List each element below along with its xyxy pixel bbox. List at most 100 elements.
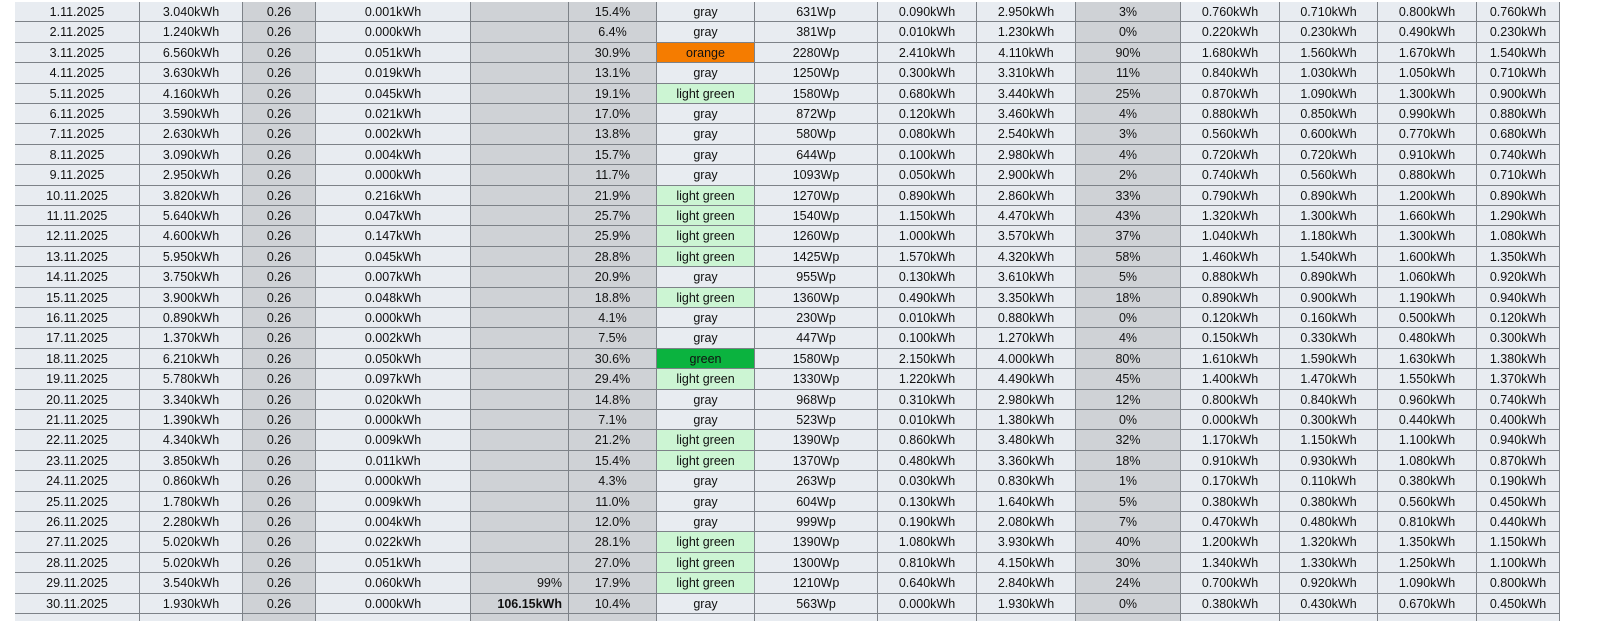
date-cell[interactable]: 9.11.2025 bbox=[15, 165, 140, 186]
cell[interactable]: 2.980kWh bbox=[977, 145, 1076, 165]
cell[interactable]: 3.040kWh bbox=[140, 2, 243, 22]
cell[interactable]: 80% bbox=[1076, 349, 1181, 369]
cell[interactable]: 4.320kWh bbox=[977, 247, 1076, 267]
cell[interactable]: 0.26 bbox=[243, 430, 316, 451]
cell[interactable]: 4.000kWh bbox=[977, 349, 1076, 369]
status-cell[interactable]: gray bbox=[657, 63, 755, 84]
cell[interactable]: 1.540kWh bbox=[1280, 247, 1378, 267]
cell[interactable]: 3.480kWh bbox=[977, 430, 1076, 451]
cell[interactable]: 3.460kWh bbox=[977, 104, 1076, 124]
cell[interactable]: 1.200kWh bbox=[1378, 186, 1477, 206]
cell[interactable]: 0.26 bbox=[243, 267, 316, 288]
cell[interactable]: 0.880kWh bbox=[1181, 267, 1280, 288]
cell[interactable]: 2.950kWh bbox=[140, 165, 243, 186]
cell[interactable]: 0.26 bbox=[243, 308, 316, 328]
cell[interactable]: 4.470kWh bbox=[977, 206, 1076, 226]
cell[interactable]: 30% bbox=[1076, 553, 1181, 573]
cell[interactable]: 0.010kWh bbox=[878, 308, 977, 328]
cell[interactable]: 6.560kWh bbox=[140, 43, 243, 63]
cell[interactable]: 21.2% bbox=[569, 430, 657, 451]
status-cell[interactable]: gray bbox=[657, 308, 755, 328]
status-cell[interactable]: light green bbox=[657, 84, 755, 104]
cell[interactable]: 1.380kWh bbox=[977, 410, 1076, 430]
cell[interactable]: 1270Wp bbox=[755, 186, 878, 206]
cell[interactable]: 0.710kWh bbox=[1477, 165, 1560, 186]
cell[interactable]: 5% bbox=[1076, 492, 1181, 512]
cell[interactable]: 2% bbox=[1076, 165, 1181, 186]
date-cell[interactable]: 17.11.2025 bbox=[15, 328, 140, 349]
date-cell[interactable]: 29.11.2025 bbox=[15, 573, 140, 594]
cell[interactable]: 0.045kWh bbox=[316, 84, 471, 104]
date-cell[interactable]: 1.11.2025 bbox=[15, 2, 140, 22]
status-cell[interactable]: gray bbox=[657, 22, 755, 43]
cell[interactable]: 25.9% bbox=[569, 226, 657, 247]
cell[interactable]: 0.960kWh bbox=[1378, 390, 1477, 410]
cell[interactable]: 0.790kWh bbox=[1181, 186, 1280, 206]
cell[interactable]: 872Wp bbox=[755, 104, 878, 124]
cell[interactable]: 0.640kWh bbox=[878, 573, 977, 594]
cell[interactable]: 0.220kWh bbox=[1181, 22, 1280, 43]
cell[interactable]: 0.26 bbox=[243, 594, 316, 614]
cell[interactable]: 0.26 bbox=[243, 349, 316, 369]
cell[interactable]: 5.950kWh bbox=[140, 247, 243, 267]
cell[interactable]: 0.940kWh bbox=[1477, 288, 1560, 308]
cell[interactable]: 381Wp bbox=[755, 22, 878, 43]
cell[interactable]: 0.400kWh bbox=[1477, 410, 1560, 430]
status-cell[interactable]: gray bbox=[657, 165, 755, 186]
cell[interactable]: 25.7% bbox=[569, 206, 657, 226]
cell[interactable]: 4% bbox=[1076, 328, 1181, 349]
date-cell[interactable]: 30.11.2025 bbox=[15, 594, 140, 614]
cell[interactable]: 447Wp bbox=[755, 328, 878, 349]
status-cell[interactable]: gray bbox=[657, 145, 755, 165]
cell[interactable]: 0.26 bbox=[243, 124, 316, 145]
cell[interactable]: 0.26 bbox=[243, 328, 316, 349]
cell[interactable]: 1.090kWh bbox=[1280, 84, 1378, 104]
cell[interactable]: 0.380kWh bbox=[1280, 492, 1378, 512]
cell[interactable]: 0.810kWh bbox=[1378, 512, 1477, 532]
cell[interactable]: 0.450kWh bbox=[1477, 492, 1560, 512]
cell[interactable]: 0.190kWh bbox=[1477, 471, 1560, 492]
cell[interactable]: 1580Wp bbox=[755, 84, 878, 104]
cell[interactable]: 0.890kWh bbox=[1280, 267, 1378, 288]
date-cell[interactable]: 27.11.2025 bbox=[15, 532, 140, 553]
cell[interactable]: 0.920kWh bbox=[1477, 267, 1560, 288]
date-cell[interactable]: 21.11.2025 bbox=[15, 410, 140, 430]
cell[interactable]: 0.740kWh bbox=[1477, 145, 1560, 165]
date-cell[interactable]: 22.11.2025 bbox=[15, 430, 140, 451]
cell[interactable]: 1.330kWh bbox=[1280, 553, 1378, 573]
cell[interactable]: 1.370kWh bbox=[1477, 369, 1560, 390]
cell[interactable]: 0.004kWh bbox=[316, 145, 471, 165]
cell[interactable]: 0.910kWh bbox=[1378, 145, 1477, 165]
cell[interactable]: 955Wp bbox=[755, 267, 878, 288]
cell[interactable]: 0.500kWh bbox=[1378, 308, 1477, 328]
cell[interactable]: 18% bbox=[1076, 288, 1181, 308]
status-cell[interactable]: gray bbox=[657, 2, 755, 22]
cell[interactable]: 15.7% bbox=[569, 145, 657, 165]
cell[interactable] bbox=[471, 532, 569, 553]
status-cell[interactable]: green bbox=[657, 349, 755, 369]
cell[interactable]: 17.0% bbox=[569, 104, 657, 124]
cell[interactable]: 1.240kWh bbox=[140, 22, 243, 43]
cell[interactable]: 1.340kWh bbox=[1181, 553, 1280, 573]
cell[interactable]: 1.090kWh bbox=[1378, 573, 1477, 594]
cell[interactable]: 0.000kWh bbox=[316, 165, 471, 186]
cell[interactable]: 0.120kWh bbox=[1477, 308, 1560, 328]
cell[interactable]: 1210Wp bbox=[755, 573, 878, 594]
cell[interactable]: 1.150kWh bbox=[1280, 430, 1378, 451]
cell[interactable]: 19.1% bbox=[569, 84, 657, 104]
cell[interactable]: 1.320kWh bbox=[1280, 532, 1378, 553]
cell[interactable]: 0.004kWh bbox=[316, 512, 471, 532]
cell[interactable]: 1.350kWh bbox=[1378, 532, 1477, 553]
status-cell[interactable]: gray bbox=[657, 471, 755, 492]
cell[interactable]: 0.920kWh bbox=[1280, 573, 1378, 594]
cell[interactable]: 0.880kWh bbox=[1477, 104, 1560, 124]
cell[interactable]: 0.26 bbox=[243, 532, 316, 553]
cell[interactable]: 90% bbox=[1076, 43, 1181, 63]
status-cell[interactable]: gray bbox=[657, 492, 755, 512]
cell[interactable]: 0.100kWh bbox=[878, 145, 977, 165]
cell[interactable]: 0.26 bbox=[243, 247, 316, 267]
cell[interactable]: 0.001kWh bbox=[316, 2, 471, 22]
cell[interactable]: 0.300kWh bbox=[1280, 410, 1378, 430]
cell[interactable] bbox=[471, 165, 569, 186]
cell[interactable]: 1.380kWh bbox=[1477, 349, 1560, 369]
